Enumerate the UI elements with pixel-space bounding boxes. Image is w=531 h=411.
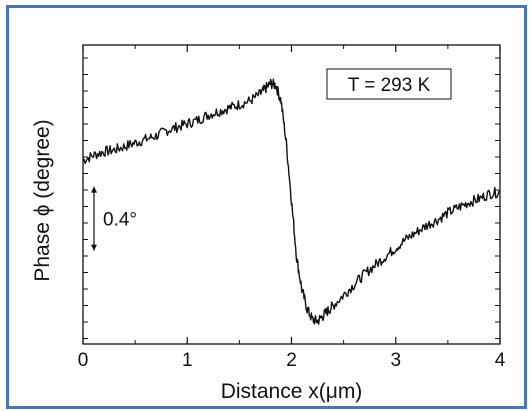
- x-tick-label: 3: [390, 350, 401, 371]
- x-tick-label: 1: [182, 350, 193, 371]
- phase-series-line: [82, 78, 501, 325]
- phase-chart: 0 1 2 3 4 T = 293 K 0.4° Distance x(μm) Phase ϕ …: [31, 44, 506, 403]
- annotation-box: [326, 68, 452, 100]
- x-tick-label: 0: [78, 350, 89, 371]
- y-axis-label: Phase ϕ (degree): [31, 119, 54, 281]
- x-tick-label: 2: [286, 350, 297, 371]
- scale-bar-label: 0.4°: [103, 210, 137, 231]
- scale-bar-arrow-up: [91, 186, 97, 193]
- figure-frame: 0 1 2 3 4 T = 293 K 0.4° Distance x(μm) Phase ϕ …: [6, 5, 527, 409]
- x-tick-label: 4: [495, 350, 506, 371]
- scale-bar-arrow-down: [91, 244, 97, 251]
- temperature-annotation: T = 293 K: [348, 75, 431, 96]
- x-axis-label: Distance x(μm): [221, 380, 363, 403]
